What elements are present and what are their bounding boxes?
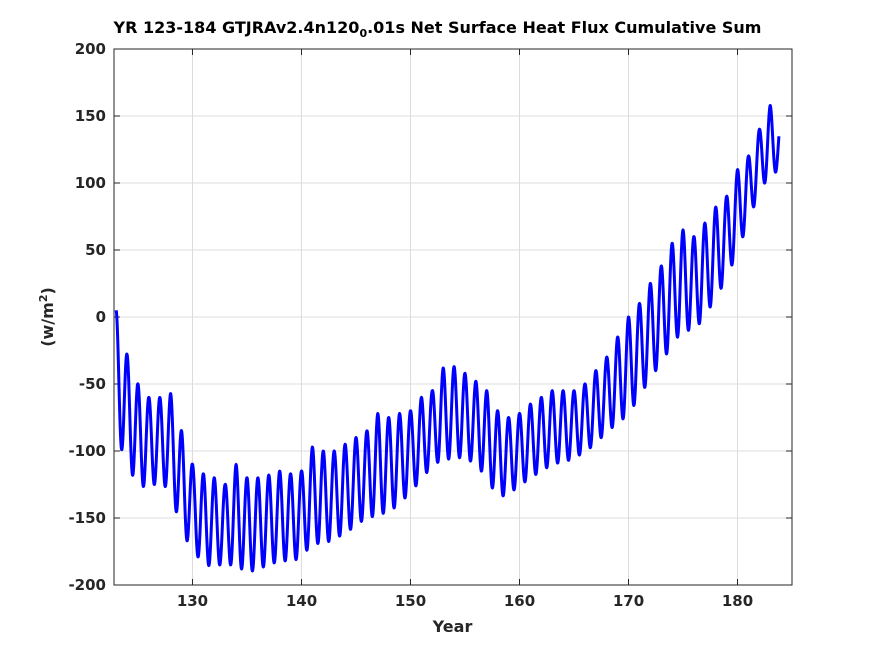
ylabel-superscript: 2 bbox=[36, 294, 50, 303]
y-tick-label: -100 bbox=[68, 442, 106, 460]
title-subscript: 0 bbox=[359, 27, 368, 41]
chart-title: YR 123-184 GTJRAv2.4n1200.01s Net Surfac… bbox=[0, 18, 875, 40]
x-axis-label: Year bbox=[432, 617, 473, 636]
x-tick-label: 180 bbox=[722, 592, 753, 610]
y-tick-label: -200 bbox=[68, 576, 106, 594]
y-tick-label: 0 bbox=[96, 308, 106, 326]
y-tick-label: 50 bbox=[85, 241, 106, 259]
y-tick-label: 200 bbox=[75, 40, 106, 58]
series-layer bbox=[114, 104, 781, 573]
title-main: YR 123-184 GTJRAv2.4n120 bbox=[113, 18, 360, 37]
y-tick-label: -150 bbox=[68, 509, 106, 527]
y-tick-label: 100 bbox=[75, 174, 106, 192]
ylabel-tail: ) bbox=[38, 287, 58, 295]
title-tail: .01s Net Surface Heat Flux Cumulative Su… bbox=[367, 18, 762, 37]
y-tick-label: -50 bbox=[79, 375, 106, 393]
ylabel-main: (w/m bbox=[38, 302, 58, 347]
series-line bbox=[114, 104, 781, 573]
x-tick-label: 140 bbox=[286, 592, 317, 610]
y-axis-label: (w/m2) bbox=[37, 287, 57, 347]
tick-labels: 130 140 150 160 170 180 -200 -150 -100 -50 0 50 100 1… bbox=[68, 40, 753, 610]
axes-frame bbox=[113, 48, 793, 586]
x-tick-label: 130 bbox=[177, 592, 208, 610]
x-tick-label: 160 bbox=[504, 592, 535, 610]
x-tick-label: 150 bbox=[395, 592, 426, 610]
y-tick-label: 150 bbox=[75, 107, 106, 125]
x-tick-label: 170 bbox=[613, 592, 644, 610]
